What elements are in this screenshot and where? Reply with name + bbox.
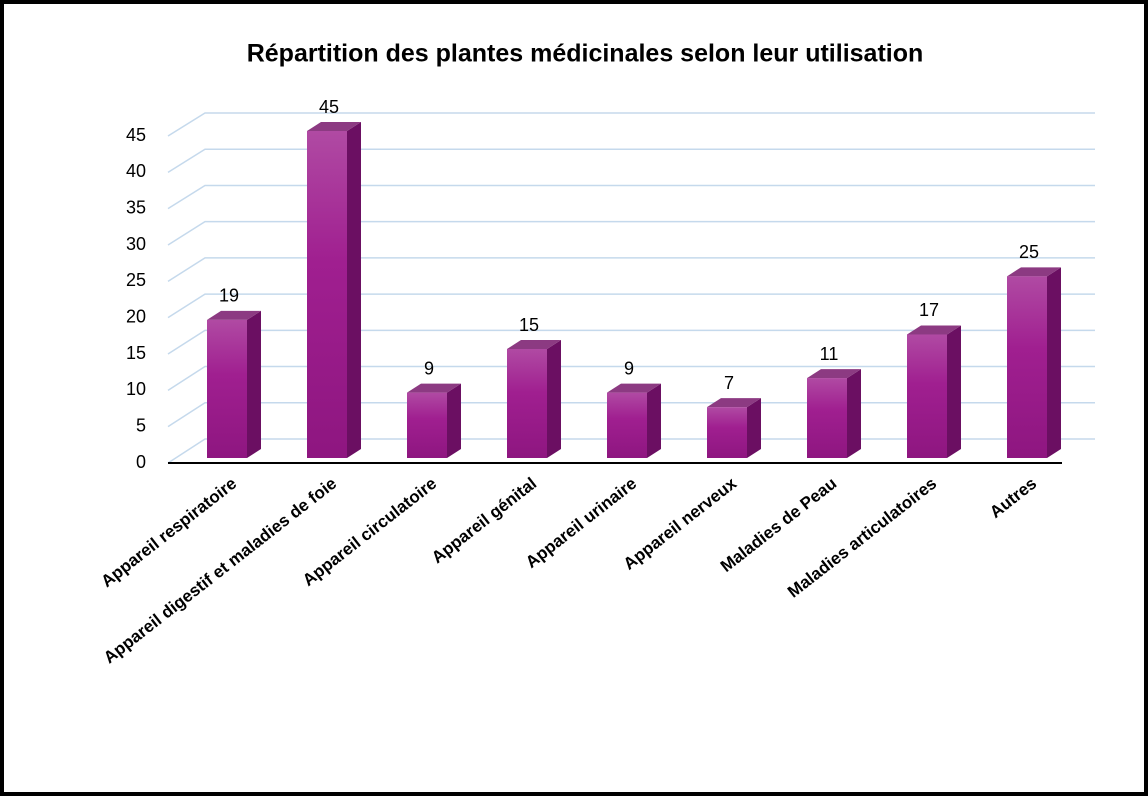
bar-side (847, 369, 861, 458)
bar (707, 407, 747, 458)
bar (807, 378, 847, 458)
y-tick-label: 5 (136, 415, 146, 435)
bar-top (907, 325, 961, 335)
grid-line (167, 184, 1095, 210)
bar-top (207, 310, 261, 320)
bar-side (547, 340, 561, 458)
y-tick-label: 25 (126, 270, 146, 290)
bar (907, 334, 947, 458)
grid-line (167, 293, 1095, 319)
bar-side (247, 310, 261, 458)
bar-top (807, 369, 861, 379)
grid-line (167, 329, 1095, 355)
grid-line (167, 257, 1095, 282)
value-label: 17 (919, 300, 939, 320)
value-label: 45 (319, 97, 339, 117)
grid-line (167, 148, 1095, 173)
y-tick-label: 10 (126, 379, 146, 399)
bar-top (607, 383, 661, 393)
value-label: 25 (1019, 242, 1039, 262)
y-tick-label: 45 (126, 125, 146, 145)
bar-side (747, 398, 761, 458)
value-label: 11 (820, 344, 839, 364)
grid-line (167, 365, 1095, 391)
value-label: 19 (219, 286, 239, 306)
bar (207, 319, 247, 458)
bar-side (447, 383, 461, 458)
y-tick-label: 20 (126, 306, 146, 326)
bar (307, 131, 347, 458)
bar-side (947, 325, 961, 458)
bar (607, 392, 647, 458)
bar-side (647, 383, 661, 458)
bar-top (507, 340, 561, 349)
value-label: 15 (519, 315, 539, 335)
bar-top (307, 122, 361, 131)
y-tick-label: 30 (126, 234, 146, 254)
grid-line (167, 438, 1095, 464)
grid-line (167, 112, 1095, 137)
bar-side (347, 122, 361, 458)
bar (507, 349, 547, 458)
bar-top (407, 383, 461, 393)
value-label: 9 (624, 358, 634, 378)
grid-line (167, 220, 1095, 246)
value-label: 7 (724, 373, 734, 393)
y-tick-label: 0 (136, 452, 146, 472)
y-tick-label: 35 (126, 197, 146, 217)
bar (407, 392, 447, 458)
grid-line (167, 402, 1095, 428)
bar-side (1047, 267, 1061, 458)
value-label: 9 (424, 358, 434, 378)
y-tick-label: 40 (126, 161, 146, 181)
y-tick-label: 15 (126, 343, 146, 363)
bar-top (707, 398, 761, 408)
chart-title: Répartition des plantes médicinales selo… (247, 40, 924, 68)
bar-top (1007, 267, 1061, 277)
bar (1007, 276, 1047, 458)
